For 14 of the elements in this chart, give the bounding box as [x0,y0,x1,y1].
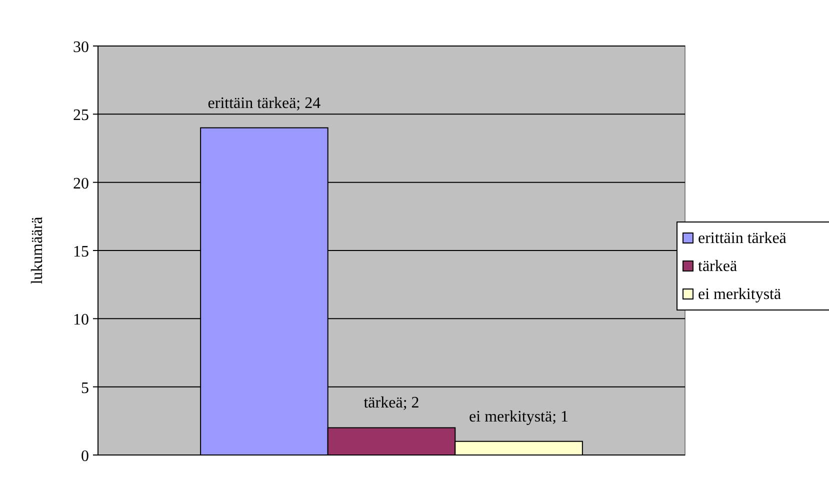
y-tick-label: 15 [73,244,89,260]
y-tick-label: 20 [73,175,89,192]
legend-label: tärkeä [698,258,738,275]
legend-label: ei merkitystä [698,286,782,303]
data-label: tärkeä; 2 [364,394,420,412]
y-axis-title: lukumäärä [29,216,46,284]
y-tick-label: 25 [73,107,89,124]
y-tick-label: 10 [73,312,89,329]
data-label: erittäin tärkeä; 24 [208,94,321,112]
y-tick-label: 5 [81,380,89,397]
data-label: ei merkitystä; 1 [469,408,569,426]
y-tick-label: 0 [81,448,89,465]
y-tick-label: 30 [73,39,89,56]
legend-label: erittäin tärkeä [698,230,786,247]
